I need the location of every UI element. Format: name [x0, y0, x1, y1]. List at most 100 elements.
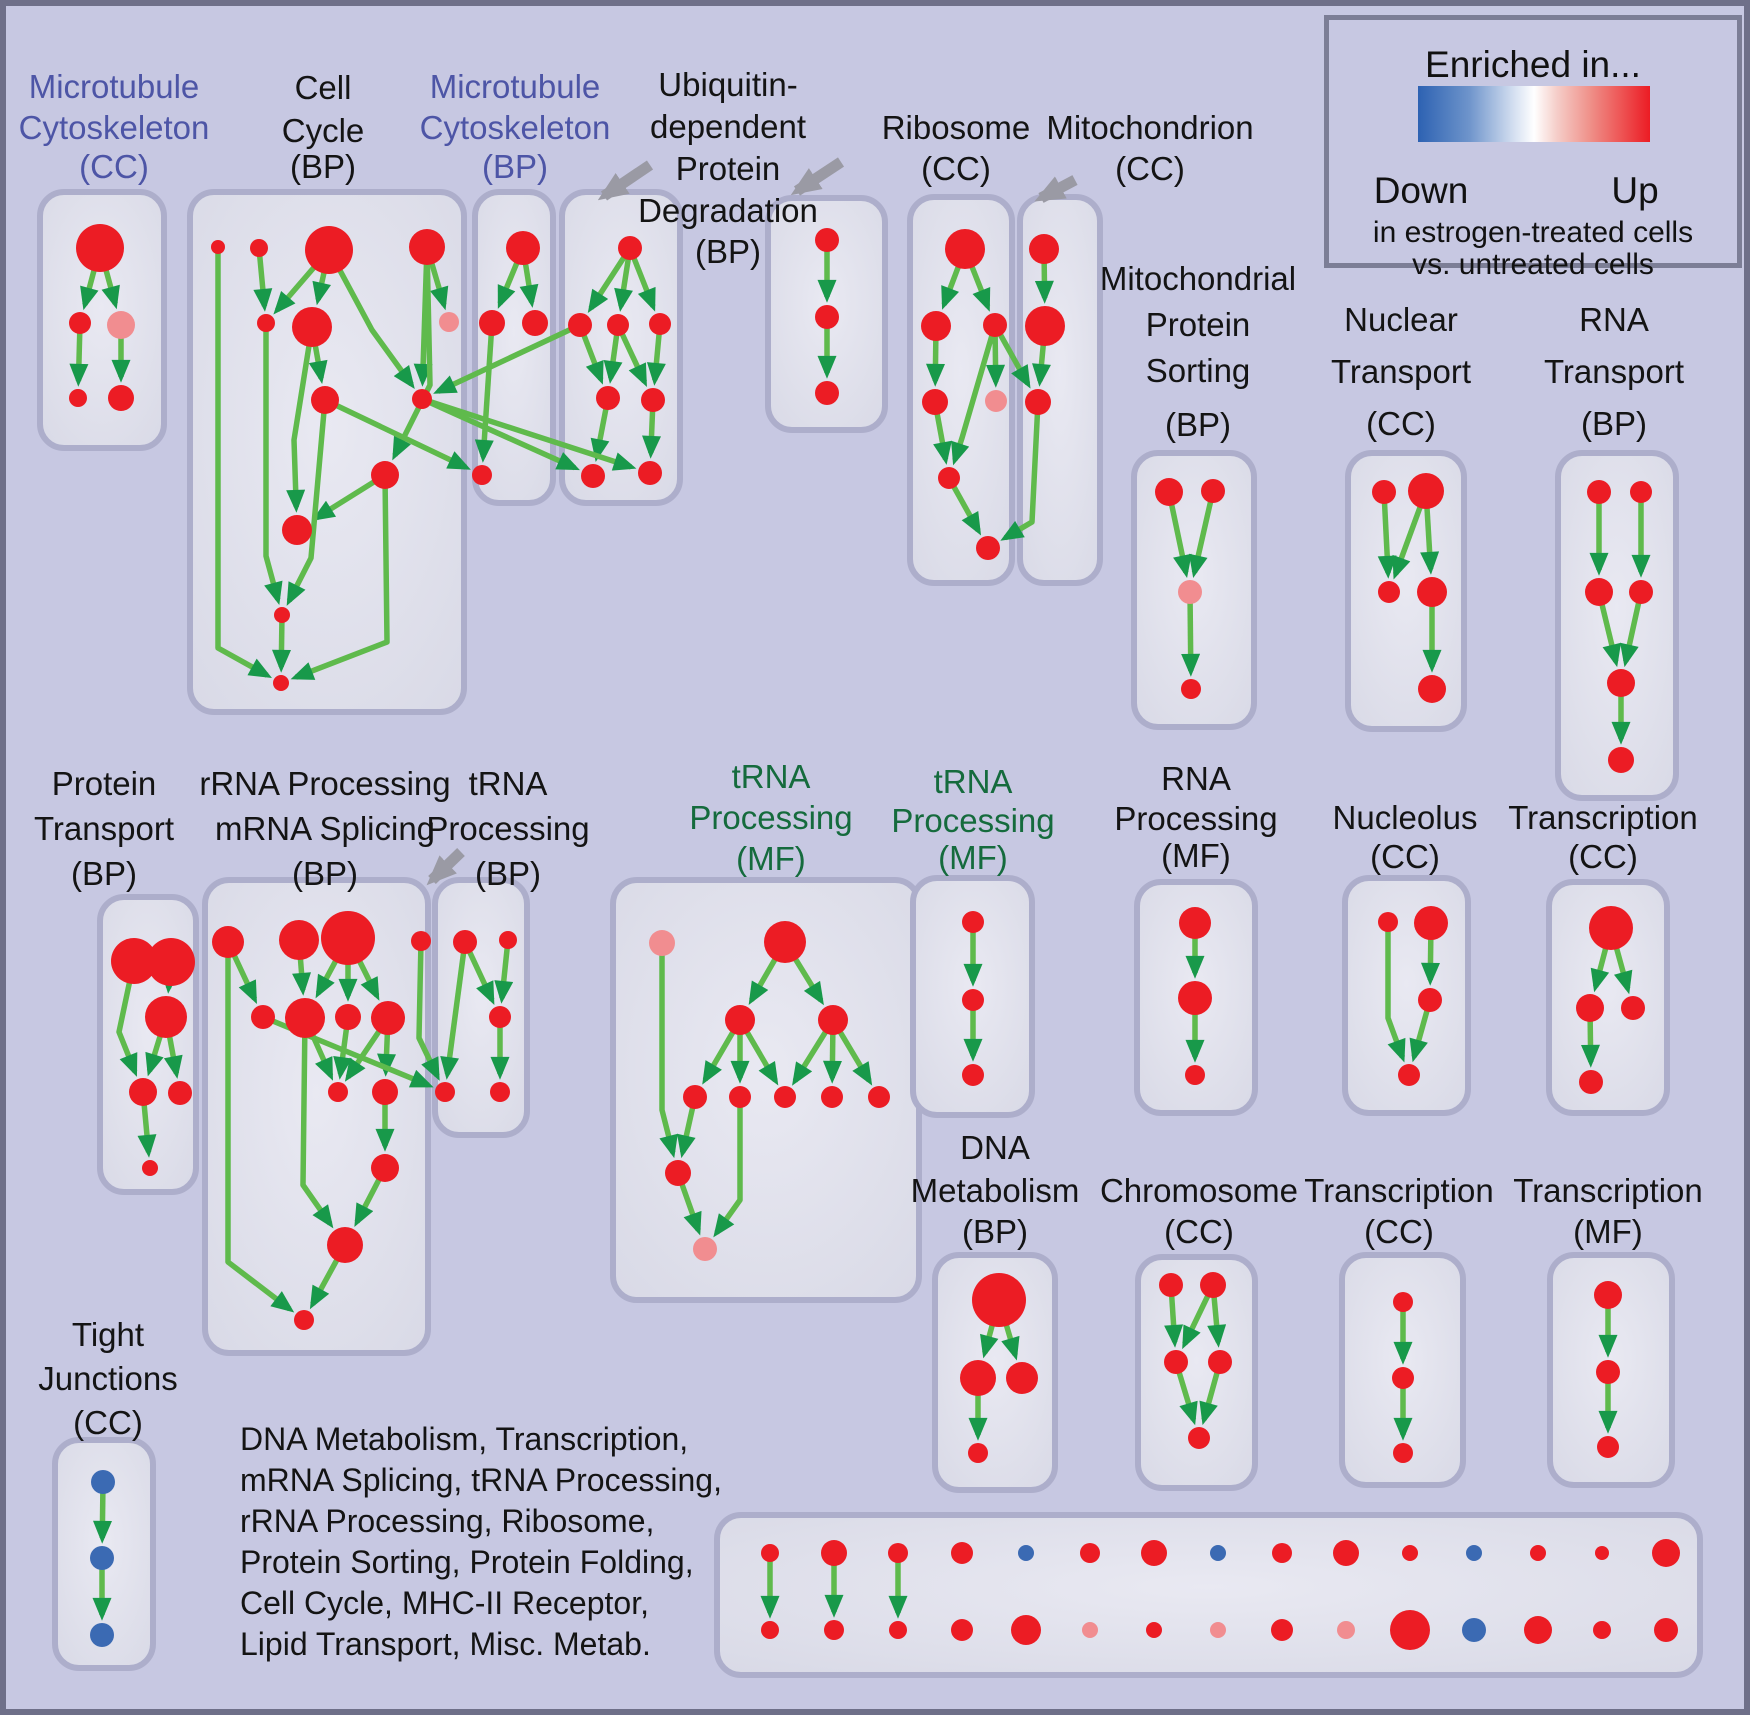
edge-arrow: [225, 942, 295, 1313]
cluster-label-rna-processing-mf: (MF): [1161, 837, 1231, 874]
go-term-node: [983, 313, 1007, 337]
go-term-node: [1398, 1064, 1420, 1086]
cluster-label-nucleolus: Nucleolus: [1333, 799, 1478, 836]
go-term-node: [962, 911, 984, 933]
cluster-label-microtubule-bp: Microtubule: [430, 68, 601, 105]
edge-arrow: [1188, 490, 1216, 579]
go-term-node: [1466, 1545, 1482, 1561]
go-term-node: [1654, 1618, 1678, 1642]
cluster-label-cell-cycle: (BP): [290, 148, 356, 185]
go-term-node: [69, 389, 87, 407]
edge-arrow: [713, 1097, 743, 1238]
go-term-node: [1025, 306, 1065, 346]
go-term-node: [1393, 1443, 1413, 1463]
edge-arrow: [215, 247, 272, 678]
go-term-node: [649, 930, 675, 956]
go-term-node: [111, 938, 157, 984]
edge-arrow: [1000, 401, 1041, 541]
go-term-node: [1417, 577, 1447, 607]
go-term-node: [1621, 996, 1645, 1020]
cluster-label-protein-transport: Transport: [34, 810, 174, 847]
edge-arrow: [420, 396, 580, 471]
go-term-node: [1011, 1615, 1041, 1645]
go-term-node: [1462, 1618, 1486, 1642]
go-term-node: [1585, 578, 1613, 606]
go-term-node: [922, 389, 948, 415]
go-term-node: [1159, 1273, 1183, 1297]
go-term-node: [211, 240, 225, 254]
go-term-node: [327, 1227, 363, 1263]
cluster-label-trna-processing-mf-large: (MF): [736, 840, 806, 877]
legend-context-line1: in estrogen-treated cells: [1372, 216, 1694, 249]
go-term-node: [1185, 1065, 1205, 1085]
go-term-node: [1524, 1616, 1552, 1644]
legend-context-line2: vs. untreated cells: [1412, 248, 1654, 281]
go-term-node: [1629, 580, 1653, 604]
go-term-node: [1392, 1367, 1414, 1389]
go-term-node: [371, 461, 399, 489]
cluster-label-rna-processing-mf: Processing: [1114, 800, 1277, 837]
cluster-label-ubiquitin: Degradation: [638, 192, 818, 229]
cluster-label-mitochondrion: Mitochondrion: [1046, 109, 1253, 146]
go-term-node: [499, 931, 517, 949]
go-term-node: [311, 386, 339, 414]
go-term-node: [1333, 1540, 1359, 1566]
go-term-node: [1378, 581, 1400, 603]
cluster-label-chromosome: Chromosome: [1100, 1172, 1298, 1209]
go-term-node: [945, 229, 985, 269]
cluster-label-cell-cycle: Cycle: [282, 112, 365, 149]
go-term-node: [371, 1154, 399, 1182]
cluster-label-trna-processing-bp: (BP): [475, 855, 541, 892]
go-term-node: [821, 1086, 843, 1108]
go-term-node: [1188, 1427, 1210, 1449]
cluster-label-mito-protein-sorting: (BP): [1165, 406, 1231, 443]
go-term-node: [257, 314, 275, 332]
go-term-node: [1576, 994, 1604, 1022]
go-term-node: [328, 1082, 348, 1102]
go-term-node: [1372, 480, 1396, 504]
annotation-text-line: rRNA Processing, Ribosome,: [240, 1503, 654, 1539]
cluster-label-transcription-mf: Transcription: [1513, 1172, 1703, 1209]
go-term-node: [76, 224, 124, 272]
cluster-label-transcription-cc-mid: Transcription: [1508, 799, 1698, 836]
cluster-label-mito-protein-sorting: Protein: [1146, 306, 1251, 343]
go-term-node: [1141, 1540, 1167, 1566]
cluster-label-rna-processing-mf: RNA: [1161, 760, 1231, 797]
annotation-text-line: Protein Sorting, Protein Folding,: [240, 1544, 694, 1580]
go-term-node: [1337, 1621, 1355, 1639]
go-term-node: [815, 305, 839, 329]
go-term-node: [412, 389, 432, 409]
legend-up-label: Up: [1611, 170, 1659, 211]
cluster-label-microtubule-bp: (BP): [482, 148, 548, 185]
go-term-node: [1181, 679, 1201, 699]
go-term-node: [649, 313, 671, 335]
go-term-node: [439, 312, 459, 332]
go-term-node: [1378, 912, 1398, 932]
edge-arrow: [440, 941, 468, 1080]
go-term-node: [1608, 747, 1634, 773]
cluster-label-rna-transport: RNA: [1579, 301, 1649, 338]
edge-arrow: [474, 322, 495, 463]
go-term-node: [1155, 478, 1183, 506]
go-term-node: [618, 236, 642, 260]
go-term-node: [683, 1085, 707, 1109]
go-term-node: [1210, 1622, 1226, 1638]
go-term-node: [1271, 1619, 1293, 1641]
go-term-node: [1178, 580, 1202, 604]
go-term-node: [142, 1160, 158, 1176]
go-term-node: [1272, 1543, 1292, 1563]
edge-arrow: [286, 399, 328, 606]
go-term-node: [938, 467, 960, 489]
go-term-node: [693, 1237, 717, 1261]
go-term-node: [411, 931, 431, 951]
go-term-node: [1595, 1546, 1609, 1560]
go-term-node: [1393, 1292, 1413, 1312]
go-term-node: [1530, 1545, 1546, 1561]
edge-arrow: [323, 397, 471, 470]
go-term-node: [321, 911, 375, 965]
go-term-node: [962, 1064, 984, 1086]
go-term-node: [568, 313, 592, 337]
go-term-node: [665, 1160, 691, 1186]
cluster-label-trna-processing-bp: Processing: [426, 810, 589, 847]
